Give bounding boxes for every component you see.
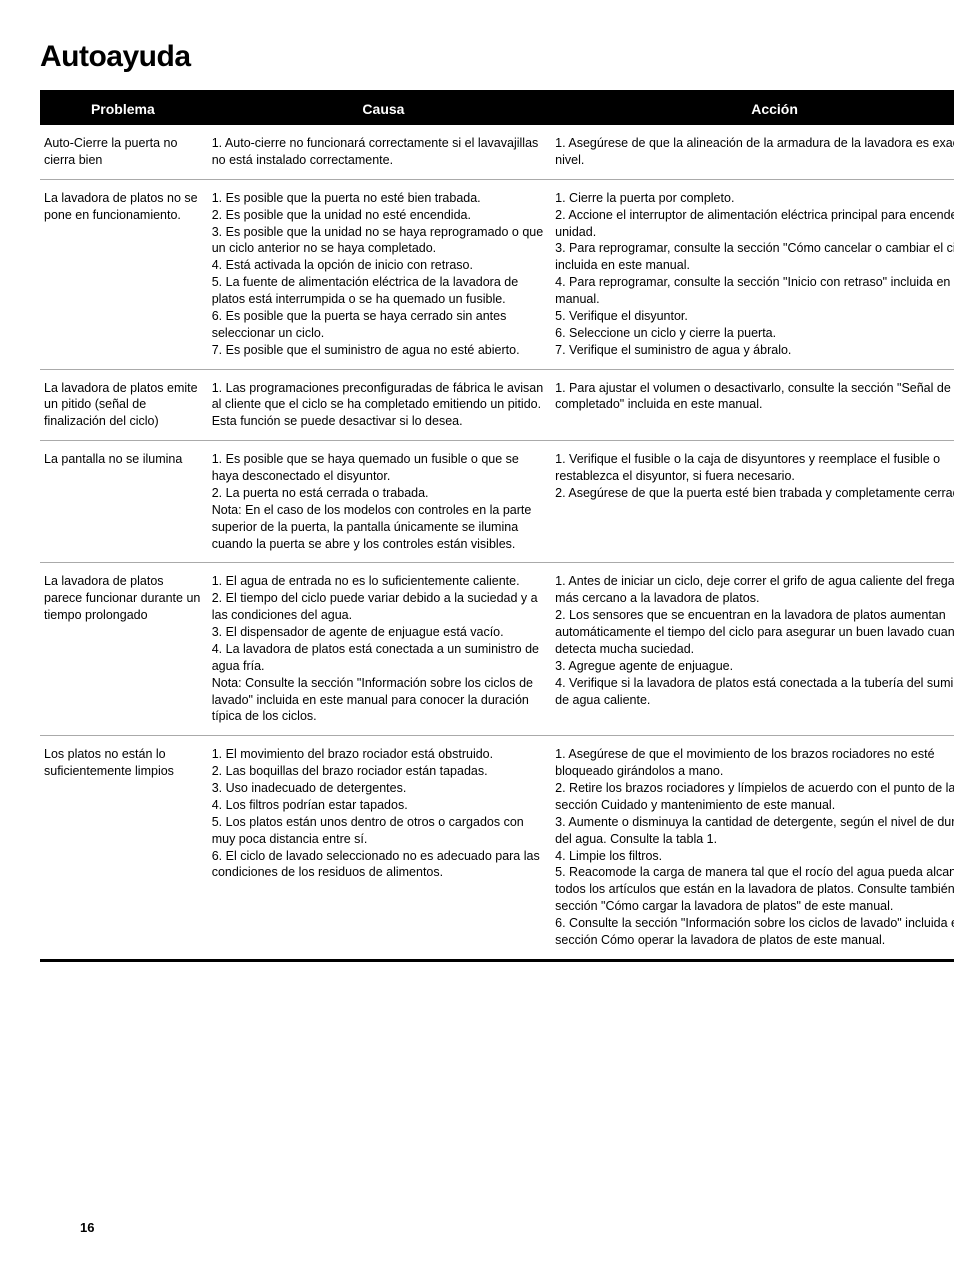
- table-row: La lavadora de platos parece funcionar d…: [40, 563, 954, 736]
- cell-problema: La lavadora de platos no se pone en func…: [40, 179, 212, 369]
- page-title: Autoayuda: [40, 40, 954, 74]
- cell-accion: 1. Antes de iniciar un ciclo, deje corre…: [555, 563, 954, 736]
- cell-causa: 1. Es posible que se haya quemado un fus…: [212, 441, 555, 563]
- cell-problema: Los platos no están lo suficientemente l…: [40, 736, 212, 961]
- cell-problema: Auto-Cierre la puerta no cierra bien: [40, 125, 212, 179]
- cell-accion: 1. Cierre la puerta por completo. 2. Acc…: [555, 179, 954, 369]
- cell-problema: La lavadora de platos parece funcionar d…: [40, 563, 212, 736]
- table-row: Los platos no están lo suficientemente l…: [40, 736, 954, 961]
- header-row: Problema Causa Acción: [40, 92, 954, 126]
- cell-causa: 1. Las programaciones preconfiguradas de…: [212, 369, 555, 441]
- table-row: La lavadora de platos emite un pitido (s…: [40, 369, 954, 441]
- cell-causa: 1. Auto-cierre no funcionará correctamen…: [212, 125, 555, 179]
- table-row: La pantalla no se ilumina1. Es posible q…: [40, 441, 954, 563]
- cell-causa: 1. Es posible que la puerta no esté bien…: [212, 179, 555, 369]
- cell-causa: 1. El movimiento del brazo rociador está…: [212, 736, 555, 961]
- table-row: Auto-Cierre la puerta no cierra bien1. A…: [40, 125, 954, 179]
- header-causa: Causa: [212, 92, 555, 126]
- cell-problema: La pantalla no se ilumina: [40, 441, 212, 563]
- cell-accion: 1. Para ajustar el volumen o desactivarl…: [555, 369, 954, 441]
- troubleshoot-table: Problema Causa Acción Auto-Cierre la pue…: [40, 90, 954, 962]
- cell-accion: 1. Asegúrese de que el movimiento de los…: [555, 736, 954, 961]
- cell-accion: 1. Verifique el fusible o la caja de dis…: [555, 441, 954, 563]
- cell-causa: 1. El agua de entrada no es lo suficient…: [212, 563, 555, 736]
- table-row: La lavadora de platos no se pone en func…: [40, 179, 954, 369]
- header-problema: Problema: [40, 92, 212, 126]
- page-number: 16: [80, 1220, 94, 1235]
- cell-problema: La lavadora de platos emite un pitido (s…: [40, 369, 212, 441]
- cell-accion: 1. Asegúrese de que la alineación de la …: [555, 125, 954, 179]
- header-accion: Acción: [555, 92, 954, 126]
